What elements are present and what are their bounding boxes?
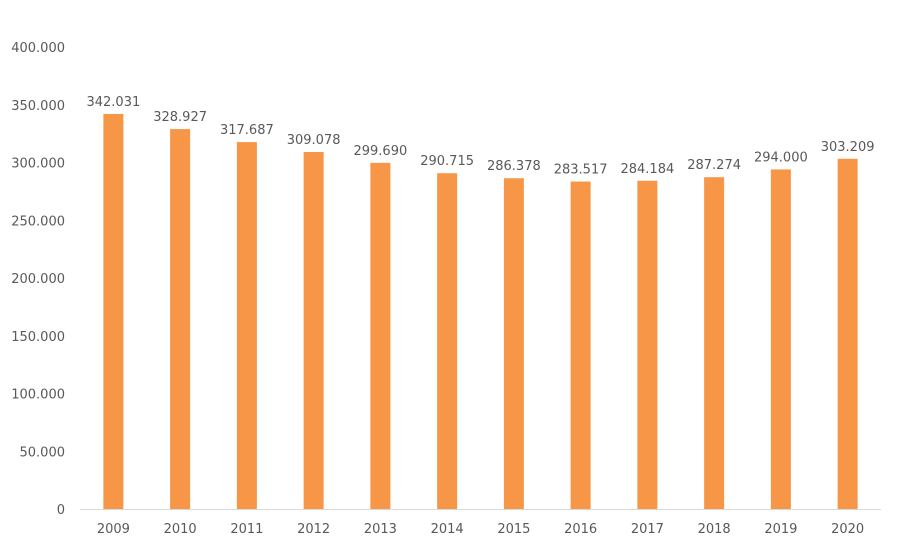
y-tick-label: 0 (57, 503, 65, 518)
bar-2011 (236, 142, 257, 509)
bar-2019 (770, 169, 791, 509)
data-label: 342.031 (86, 95, 140, 110)
bar-2018 (704, 177, 725, 509)
x-tick-label: 2010 (164, 522, 197, 537)
x-tick-label: 2017 (631, 522, 664, 537)
bar-2016 (570, 181, 591, 509)
data-label: 284.184 (620, 162, 674, 177)
x-tick-label: 2009 (97, 522, 130, 537)
x-tick-label: 2013 (364, 522, 397, 537)
bar-2015 (503, 178, 524, 510)
data-label: 309.078 (287, 133, 341, 148)
data-label: 303.209 (821, 140, 875, 155)
y-tick-label: 250.000 (11, 214, 65, 229)
data-label: 287.274 (687, 158, 741, 173)
x-tick-label: 2011 (230, 522, 263, 537)
y-tick-label: 200.000 (11, 272, 65, 287)
data-label: 283.517 (554, 163, 608, 178)
x-tick-label: 2018 (698, 522, 731, 537)
bar-2014 (437, 173, 458, 509)
x-tick-label: 2019 (764, 522, 797, 537)
y-tick-label: 50.000 (20, 445, 66, 460)
bar-2010 (170, 129, 191, 510)
y-tick-label: 300.000 (11, 157, 65, 172)
y-tick-label: 350.000 (11, 99, 65, 114)
data-label: 317.687 (220, 123, 274, 138)
data-label: 294.000 (754, 150, 808, 165)
y-tick-label: 400.000 (11, 41, 65, 56)
bar-2017 (637, 180, 658, 509)
x-tick-label: 2020 (831, 522, 864, 537)
data-label: 286.378 (487, 159, 541, 174)
y-tick-label: 150.000 (11, 330, 65, 345)
bar-2020 (837, 158, 858, 509)
data-label: 290.715 (420, 154, 474, 169)
data-label: 328.927 (153, 110, 207, 125)
bar-2012 (303, 152, 324, 510)
bar-2013 (370, 162, 391, 510)
bar-2009 (103, 113, 124, 509)
x-tick-label: 2016 (564, 522, 597, 537)
x-tick-label: 2015 (497, 522, 530, 537)
x-tick-label: 2012 (297, 522, 330, 537)
y-tick-label: 100.000 (11, 388, 65, 403)
data-label: 299.690 (353, 144, 407, 159)
x-tick-label: 2014 (431, 522, 464, 537)
